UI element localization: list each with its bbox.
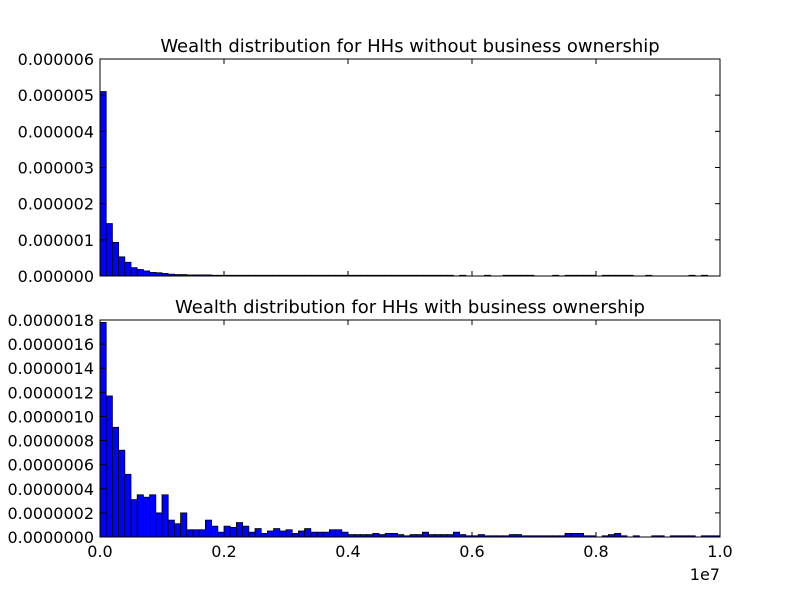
chart-panel-bottom: Wealth distribution for HHs with busines… [7, 297, 732, 584]
y-tick-label: 0.0000014 [7, 359, 94, 378]
histogram-bar [180, 512, 188, 538]
histogram-bar [142, 270, 150, 277]
plot-frame-bottom [99, 319, 721, 538]
histogram-bar [297, 530, 305, 538]
x-tick-label: 0.2 [211, 542, 236, 561]
histogram-bar [130, 267, 138, 277]
chart-title-top: Wealth distribution for HHs without busi… [160, 36, 659, 57]
histogram-bar [99, 91, 107, 277]
histogram-bar [421, 531, 429, 538]
histogram-bar [112, 241, 120, 277]
histogram-bar [316, 531, 324, 538]
y-tick-label: 0.0000018 [7, 311, 94, 330]
histogram-bar [136, 269, 144, 277]
y-tick-label: 0.0000016 [7, 335, 94, 354]
y-tick-label: 0.0000008 [7, 432, 94, 451]
x-tick-label: 0.0 [87, 542, 112, 561]
histogram-bar [149, 271, 157, 277]
histogram-bar [341, 531, 349, 538]
y-tick-label: 0.000002 [18, 195, 94, 214]
histogram-bar [204, 519, 212, 538]
x-tick-label: 0.6 [459, 542, 484, 561]
y-tick-label: 0.0000000 [7, 528, 94, 547]
histogram-bar [198, 529, 206, 538]
histogram-bar [161, 494, 169, 538]
histogram-bar [130, 499, 138, 538]
histogram-bar [260, 532, 268, 538]
y-tick-label: 0.000006 [18, 50, 94, 69]
histogram-bar [229, 526, 237, 538]
histogram-bar [105, 395, 113, 538]
histogram-bar [118, 449, 126, 538]
histogram-bar [242, 525, 250, 538]
x-tick-label: 0.4 [335, 542, 360, 561]
histogram-bar [142, 496, 150, 538]
histogram-bar [322, 531, 330, 538]
histogram-bar [266, 530, 274, 538]
histogram-bar [173, 523, 181, 538]
chart-title-bottom: Wealth distribution for HHs with busines… [175, 297, 645, 318]
histogram-bar [384, 532, 392, 538]
histogram-bar [149, 494, 157, 538]
histogram-bar [217, 531, 225, 538]
y-tick-label: 0.000003 [18, 159, 94, 178]
y-tick-labels-top: 0.000000 0.000001 0.000002 0.000003 0.000004… [18, 50, 94, 286]
histogram-bar [186, 529, 194, 538]
histogram-bar [124, 261, 132, 277]
x-tick-labels-bottom: 0.0 0.2 0.4 0.6 0.8 1.0 [87, 542, 732, 561]
histogram-bar [235, 522, 243, 538]
histogram-bar [570, 532, 578, 538]
y-tick-label: 0.000001 [18, 231, 94, 250]
histogram-bar [223, 525, 231, 538]
histogram-bar [248, 531, 256, 538]
histogram-bar [564, 532, 572, 538]
histogram-bar [328, 529, 336, 538]
histogram-bar [112, 426, 120, 538]
histogram-bar [192, 529, 200, 538]
bar-series-bottom [99, 322, 721, 538]
histogram-bar [105, 223, 113, 277]
y-tick-label: 0.000005 [18, 86, 94, 105]
histogram-bar [211, 525, 219, 538]
histogram-bar [390, 532, 398, 538]
y-tick-label: 0.000004 [18, 122, 94, 141]
y-tick-label: 0.0000010 [7, 407, 94, 426]
histogram-bar [273, 528, 281, 538]
histogram-bar [118, 256, 126, 277]
histogram-bar [335, 529, 343, 538]
y-tick-label: 0.0000012 [7, 383, 94, 402]
x-tick-label: 0.8 [583, 542, 608, 561]
histogram-bar [155, 512, 163, 538]
histogram-bar [304, 528, 312, 538]
histogram-bar [452, 531, 460, 538]
histogram-bar [254, 528, 262, 538]
y-tick-label: 0.0000004 [7, 480, 94, 499]
histogram-bar [136, 494, 144, 538]
histogram-bar [167, 519, 175, 538]
histogram-bar [124, 473, 132, 538]
histogram-bar [310, 531, 318, 538]
histogram-bar [614, 532, 622, 538]
y-tick-label: 0.0000002 [7, 504, 94, 523]
histogram-bar [577, 532, 585, 538]
y-tick-label: 0.000000 [18, 267, 94, 286]
plot-frame-top [99, 58, 721, 277]
histogram-bar [291, 532, 299, 538]
histogram-bar [99, 322, 107, 538]
x-tick-label: 1.0 [707, 542, 732, 561]
histogram-bar [285, 529, 293, 538]
histogram-bar [372, 532, 380, 538]
y-tick-label: 0.0000006 [7, 456, 94, 475]
histogram-bar [279, 530, 287, 538]
chart-panel-top: Wealth distribution for HHs without busi… [18, 36, 721, 286]
y-tick-labels-bottom: 0.0000000 0.0000002 0.0000004 0.0000006 0.00… [7, 311, 94, 547]
x-offset-label: 1e7 [690, 565, 720, 584]
